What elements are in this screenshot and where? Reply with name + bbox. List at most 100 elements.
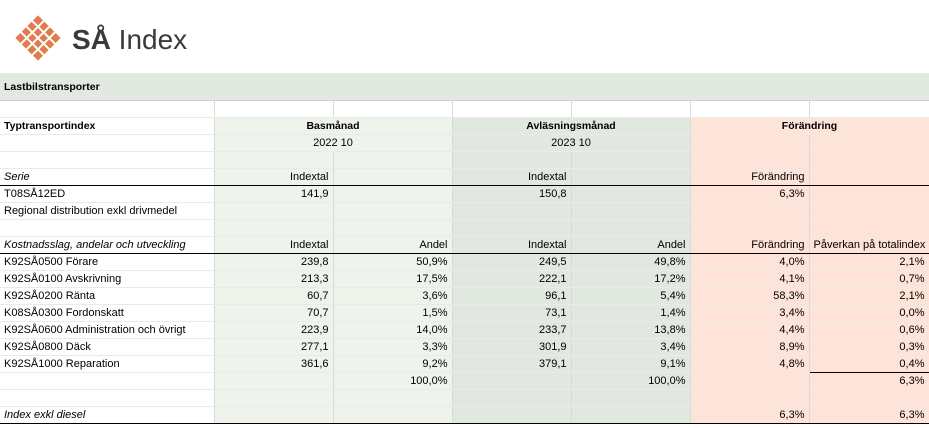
cost-name: K92SÅ0100 Avskrivning <box>0 270 215 288</box>
change: 3,4% <box>690 304 810 322</box>
cost-name: K92SÅ1000 Reparation <box>0 355 215 373</box>
impact: 2,1% <box>809 287 929 305</box>
cost-rows: K92SÅ0500 Förare 239,8 50,9% 249,5 49,8% 4,0%… <box>0 253 929 373</box>
cost-name: K08SÅ0300 Fordonskatt <box>0 304 215 322</box>
base-share: 9,2% <box>333 355 453 373</box>
change-header: Förändring <box>690 236 810 254</box>
reading-index: 222,1 <box>452 270 572 288</box>
change: 4,4% <box>690 321 810 339</box>
cost-name: K92SÅ0500 Förare <box>0 253 215 271</box>
serie-desc-row: Regional distribution exkl drivmedel <box>0 202 929 220</box>
logo-text: SÅ Index <box>72 24 188 55</box>
table-row: K92SÅ0100 Avskrivning 213,3 17,5% 222,1 17,2… <box>0 270 929 288</box>
index-table: Typtransportindex Basmånad Avläsningsmån… <box>0 101 929 424</box>
base-index-header: Indextal <box>214 236 334 254</box>
cost-name: K92SÅ0200 Ränta <box>0 287 215 305</box>
reading-share: 49,8% <box>571 253 691 271</box>
cost-name: K92SÅ0600 Administration och övrigt <box>0 321 215 339</box>
base-index: 223,9 <box>214 321 334 339</box>
change: 58,3% <box>690 287 810 305</box>
section-title: Lastbilstransporter <box>4 81 100 93</box>
col-header-avlasning: Avläsningsmånad <box>452 117 691 135</box>
col-header-type: Typtransportindex <box>0 117 215 135</box>
change: 4,1% <box>690 270 810 288</box>
empty-row <box>0 101 929 118</box>
reading-month: 2023 10 <box>452 134 691 152</box>
table-row: K92SÅ0200 Ränta 60,7 3,6% 96,1 5,4% 58,3% 2,1% <box>0 287 929 305</box>
impact: 0,3% <box>809 338 929 356</box>
serie-base: 141,9 <box>214 185 334 203</box>
serie-label: Serie <box>0 168 215 186</box>
base-index: 361,6 <box>214 355 334 373</box>
table-row: K92SÅ0500 Förare 239,8 50,9% 249,5 49,8% 4,0%… <box>0 253 929 271</box>
change: 8,9% <box>690 338 810 356</box>
base-index: 60,7 <box>214 287 334 305</box>
base-index: 239,8 <box>214 253 334 271</box>
reading-index: 379,1 <box>452 355 572 373</box>
empty-row <box>0 151 929 169</box>
header-row: Typtransportindex Basmånad Avläsningsmån… <box>0 117 929 135</box>
exkl-change: 6,3% <box>690 406 810 424</box>
reading-index: 73,1 <box>452 304 572 322</box>
col-header-forandring: Förändring <box>690 117 929 135</box>
reading-share-total: 100,0% <box>571 372 691 390</box>
cost-name: K92SÅ0800 Däck <box>0 338 215 356</box>
sa-index-logo-icon <box>15 15 61 61</box>
base-share: 17,5% <box>333 270 453 288</box>
table-row: K92SÅ0800 Däck 277,1 3,3% 301,9 3,4% 8,9% 0,3% <box>0 338 929 356</box>
reading-share: 9,1% <box>571 355 691 373</box>
cost-header-row: Kostnadsslag, andelar och utveckling Ind… <box>0 236 929 254</box>
reading-share-header: Andel <box>571 236 691 254</box>
reading-share: 5,4% <box>571 287 691 305</box>
reading-index: 249,5 <box>452 253 572 271</box>
totals-row: 100,0% 100,0% 6,3% <box>0 372 929 390</box>
change: 4,0% <box>690 253 810 271</box>
reading-share: 17,2% <box>571 270 691 288</box>
spreadsheet: Typtransportindex Basmånad Avläsningsmån… <box>0 101 929 424</box>
base-share-total: 100,0% <box>333 372 453 390</box>
serie-code: T08SÅ12ED <box>0 185 215 203</box>
empty-row <box>0 219 929 237</box>
col-header-basmanad: Basmånad <box>214 117 453 135</box>
base-index: 70,7 <box>214 304 334 322</box>
reading-share: 3,4% <box>571 338 691 356</box>
serie-change-header: Förändring <box>690 168 810 186</box>
cost-label: Kostnadsslag, andelar och utveckling <box>0 236 215 254</box>
serie-reading: 150,8 <box>452 185 572 203</box>
reading-index: 96,1 <box>452 287 572 305</box>
impact: 0,6% <box>809 321 929 339</box>
base-share: 3,3% <box>333 338 453 356</box>
reading-index: 301,9 <box>452 338 572 356</box>
reading-index-header: Indextal <box>452 236 572 254</box>
reading-index: 233,7 <box>452 321 572 339</box>
impact: 0,0% <box>809 304 929 322</box>
base-share: 1,5% <box>333 304 453 322</box>
section-band: Lastbilstransporter <box>0 73 929 101</box>
base-share-header: Andel <box>333 236 453 254</box>
base-index: 213,3 <box>214 270 334 288</box>
empty-row <box>0 389 929 407</box>
impact: 0,4% <box>809 355 929 373</box>
table-row: K92SÅ1000 Reparation 361,6 9,2% 379,1 9,1% 4,… <box>0 355 929 373</box>
exkl-label: Index exkl diesel <box>0 406 215 424</box>
impact-header: Påverkan på totalindex <box>809 236 929 254</box>
month-row: 2022 10 2023 10 <box>0 134 929 152</box>
serie-base-header: Indextal <box>214 168 334 186</box>
table-row: K92SÅ0600 Administration och övrigt 223,9… <box>0 321 929 339</box>
base-share: 3,6% <box>333 287 453 305</box>
exkl-impact: 6,3% <box>809 406 929 424</box>
reading-share: 13,8% <box>571 321 691 339</box>
exkl-row: Index exkl diesel 6,3% 6,3% <box>0 406 929 424</box>
table-row: K08SÅ0300 Fordonskatt 70,7 1,5% 73,1 1,4% 3,4… <box>0 304 929 322</box>
impact: 0,7% <box>809 270 929 288</box>
serie-desc: Regional distribution exkl drivmedel <box>0 202 215 220</box>
serie-reading-header: Indextal <box>452 168 572 186</box>
impact: 2,1% <box>809 253 929 271</box>
serie-row: T08SÅ12ED 141,9 150,8 6,3% <box>0 185 929 203</box>
base-share: 14,0% <box>333 321 453 339</box>
serie-change: 6,3% <box>690 185 810 203</box>
base-index: 277,1 <box>214 338 334 356</box>
base-month: 2022 10 <box>214 134 453 152</box>
reading-share: 1,4% <box>571 304 691 322</box>
base-share: 50,9% <box>333 253 453 271</box>
